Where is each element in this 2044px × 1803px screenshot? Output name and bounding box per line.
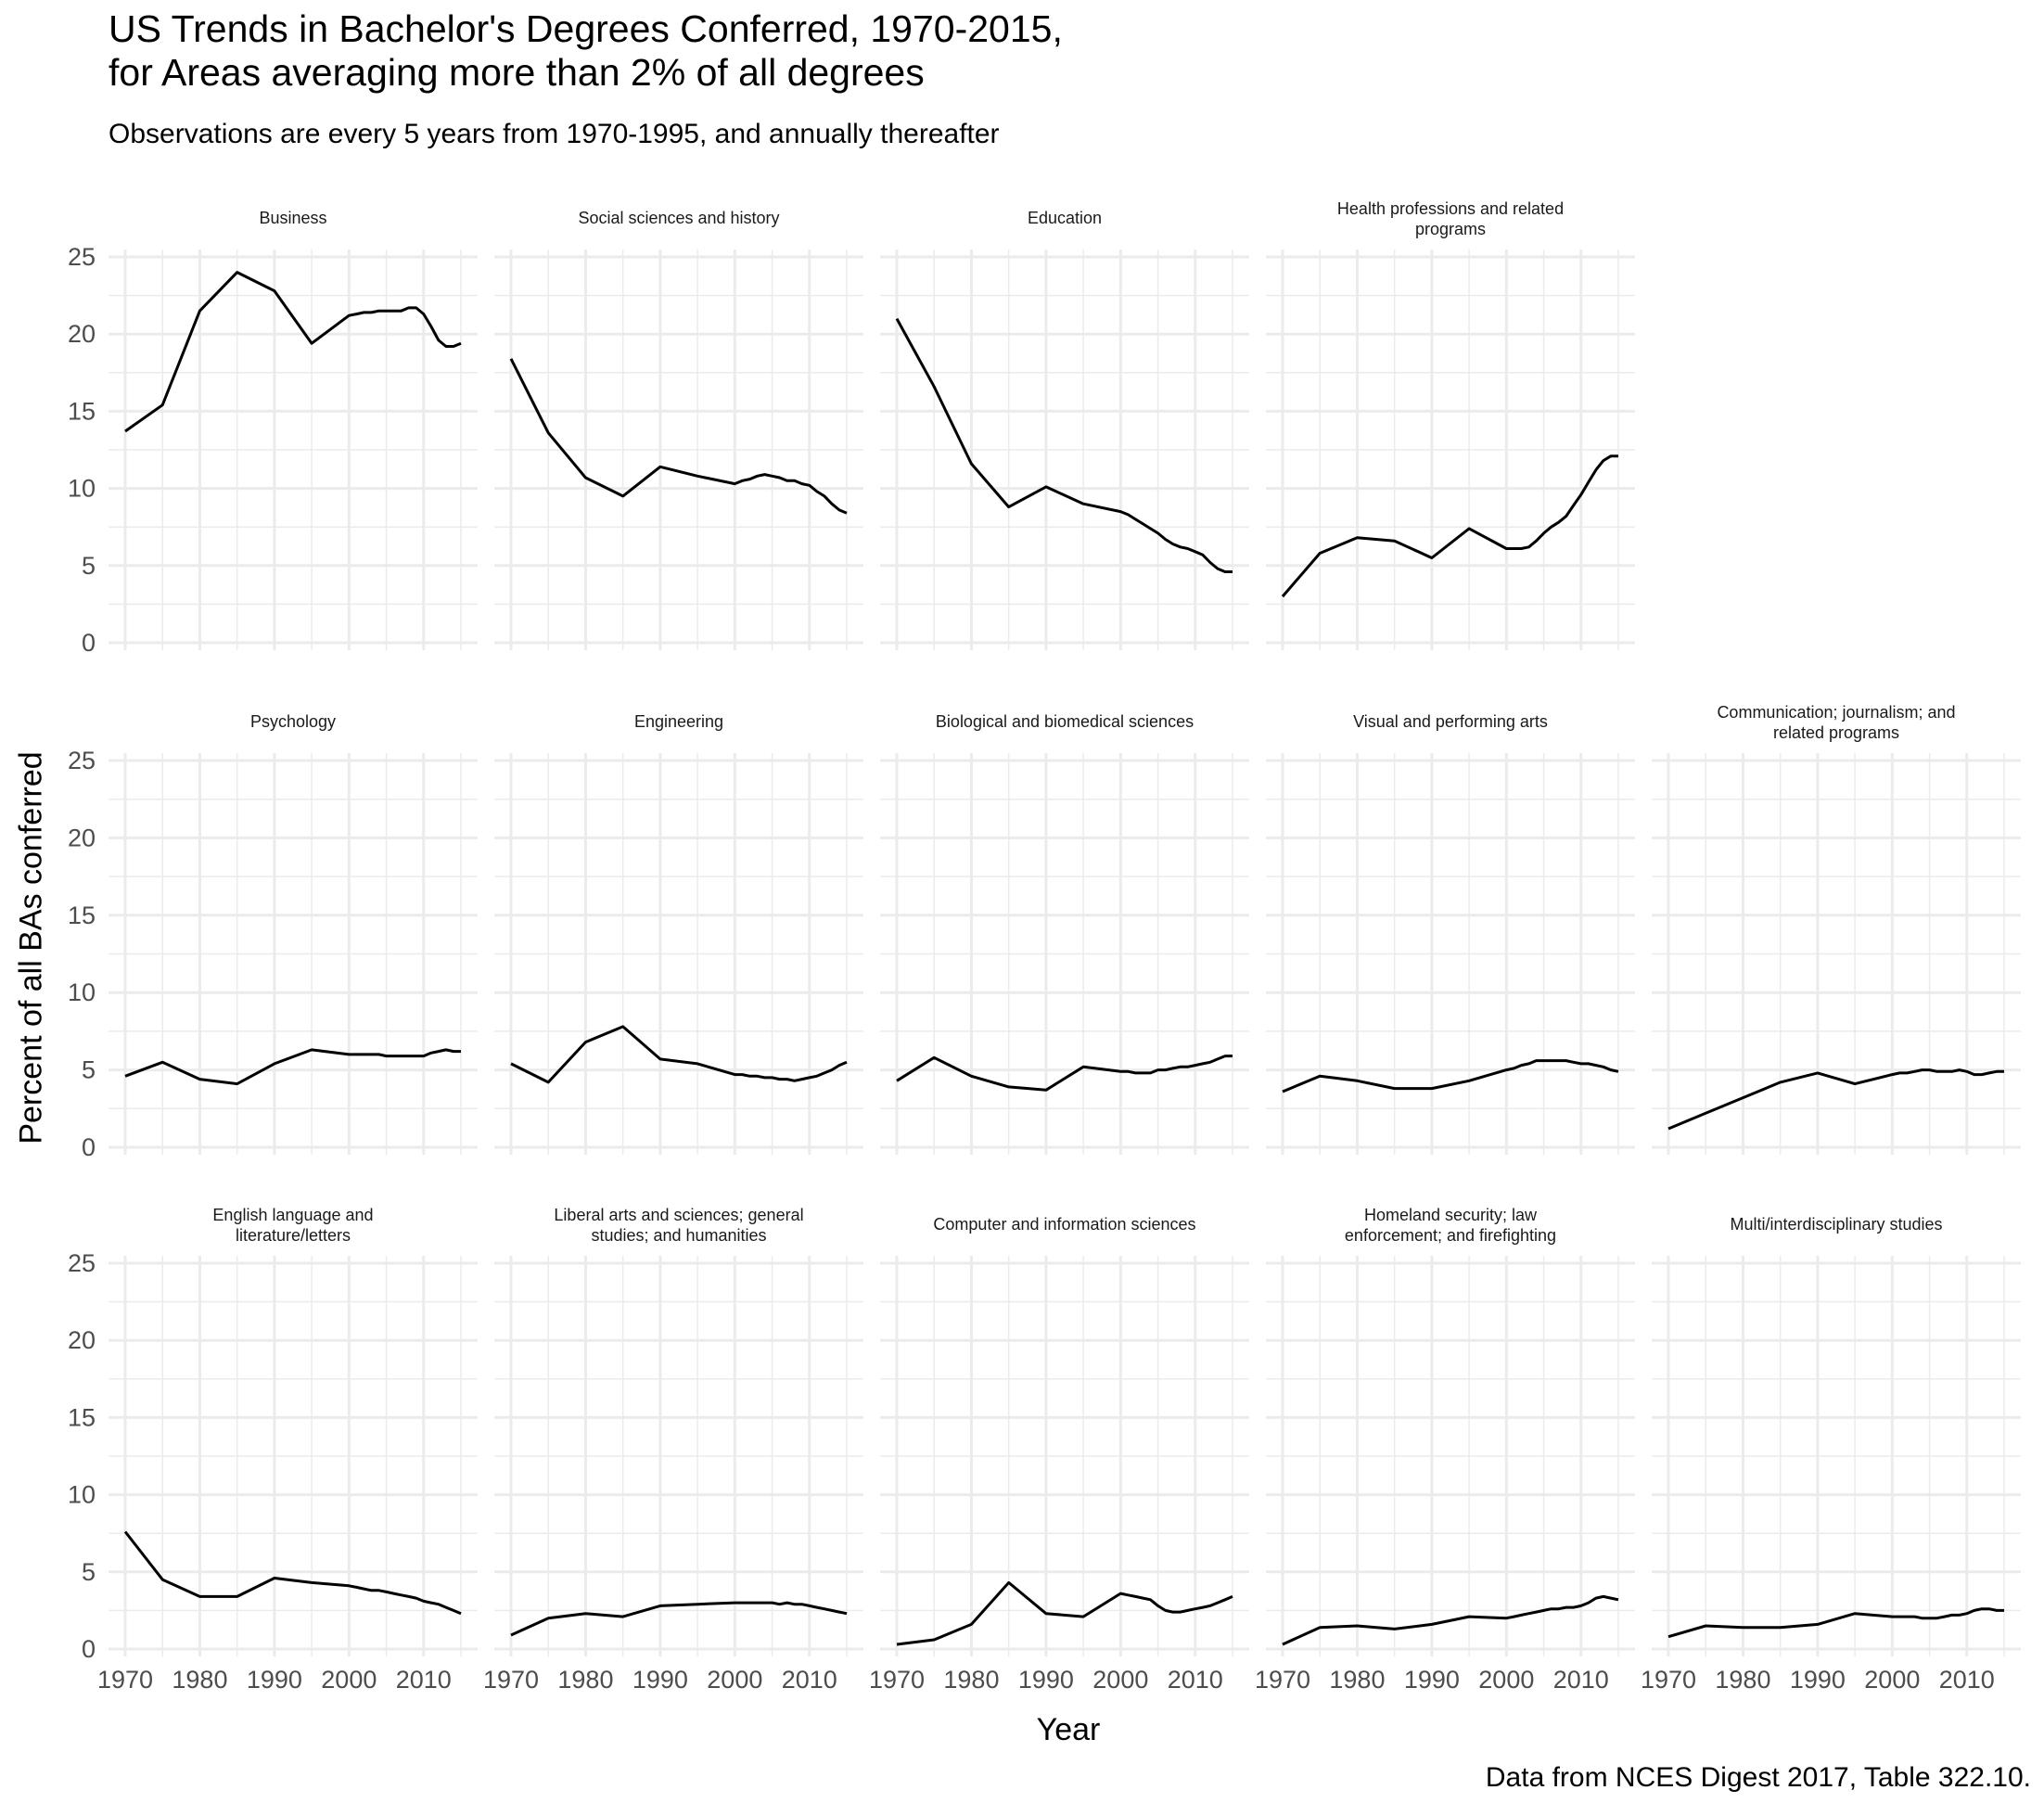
x-tick-label: 1990 [1404,1666,1460,1694]
x-tick-label: 1970 [97,1666,153,1694]
x-tick-label: 1980 [1329,1666,1385,1694]
y-tick-label: 5 [82,1558,96,1586]
x-axis-label: Year [1036,1712,1101,1747]
x-tick-label: 2010 [1168,1666,1223,1694]
series-line [509,358,848,515]
y-tick-label: 25 [68,243,96,271]
x-tick-label: 1980 [1715,1666,1770,1694]
y-tick-label: 15 [68,397,96,425]
y-tick-label: 5 [82,552,96,580]
x-tick-label: 1970 [483,1666,539,1694]
chart-subtitle: Observations are every 5 years from 1970… [109,119,1000,149]
x-tick-label: 1990 [247,1666,302,1694]
y-tick-label: 10 [68,475,96,503]
y-tick-label: 0 [82,1133,96,1161]
chart-title: US Trends in Bachelor's Degrees Conferre… [109,7,1063,94]
series-line [1667,1607,2004,1639]
series-line [1282,1059,1619,1093]
y-tick-label: 10 [68,978,96,1006]
facet-strip-label: Business [259,209,326,227]
x-tick-label: 1970 [1255,1666,1310,1694]
x-tick-label: 2010 [1553,1666,1609,1694]
x-tick-label: 2000 [1864,1666,1920,1694]
x-tick-label: 1990 [632,1666,688,1694]
y-tick-label: 25 [68,1249,96,1277]
facet-strip-label: Computer and information sciences [933,1215,1195,1234]
facet-strip-label: literature/letters [236,1226,351,1245]
series-line [1281,454,1618,598]
series-line [510,1025,848,1084]
facet-strip-label: Communication; journalism; and [1717,703,1955,722]
facet-strip-label: related programs [1773,723,1899,742]
y-tick-label: 20 [68,824,96,851]
chart-caption: Data from NCES Digest 2017, Table 322.10… [1485,1762,2031,1793]
x-tick-label: 2000 [1092,1666,1148,1694]
series-line [510,1601,848,1637]
facet-strip-label: studies; and humanities [591,1226,766,1245]
series-line [124,271,462,433]
facet-strip-label: Social sciences and history [578,209,779,227]
x-tick-label: 1990 [1018,1666,1074,1694]
facet-strip-label: Multi/interdisciplinary studies [1730,1215,1942,1234]
x-tick-label: 2000 [707,1666,762,1694]
y-tick-label: 15 [68,1403,96,1431]
y-tick-label: 5 [82,1056,96,1084]
facet-strip-label: Homeland security; law [1364,1206,1538,1224]
series-line [124,1048,461,1086]
series-line [123,1530,462,1616]
series-line [1667,1068,2004,1131]
facet-strip-label: programs [1415,220,1486,238]
series-line [1282,1594,1619,1646]
x-tick-label: 2010 [396,1666,452,1694]
y-tick-label: 25 [68,747,96,774]
facet-strip-label: Psychology [250,712,336,731]
x-tick-label: 2000 [321,1666,377,1694]
x-tick-label: 1990 [1790,1666,1846,1694]
facet-strip-label: Liberal arts and sciences; general [554,1206,803,1224]
series-line [896,1580,1233,1646]
facet-strip-label: Biological and biomedical sciences [936,712,1194,731]
y-tick-label: 10 [68,1481,96,1509]
series-line [896,1055,1233,1092]
x-tick-label: 1980 [172,1666,227,1694]
facet-strip-label: Health professions and related [1337,199,1564,218]
x-tick-label: 2010 [1939,1666,1995,1694]
y-tick-label: 20 [68,1326,96,1354]
y-tick-label: 0 [82,629,96,657]
x-tick-label: 2000 [1478,1666,1534,1694]
x-tick-label: 2010 [782,1666,837,1694]
facet-strip-label: Education [1028,209,1102,227]
x-tick-label: 1970 [1641,1666,1696,1694]
x-tick-label: 1970 [869,1666,925,1694]
x-tick-label: 1980 [557,1666,613,1694]
facet-strip-label: Engineering [634,712,723,731]
x-tick-label: 1980 [943,1666,999,1694]
y-tick-label: 15 [68,902,96,929]
facet-strip-label: enforcement; and firefighting [1345,1226,1556,1245]
facet-strip-label: Visual and performing arts [1353,712,1548,731]
series-line [895,317,1233,573]
facet-strip-label: English language and [212,1206,373,1224]
y-tick-label: 20 [68,320,96,348]
y-tick-label: 0 [82,1635,96,1663]
